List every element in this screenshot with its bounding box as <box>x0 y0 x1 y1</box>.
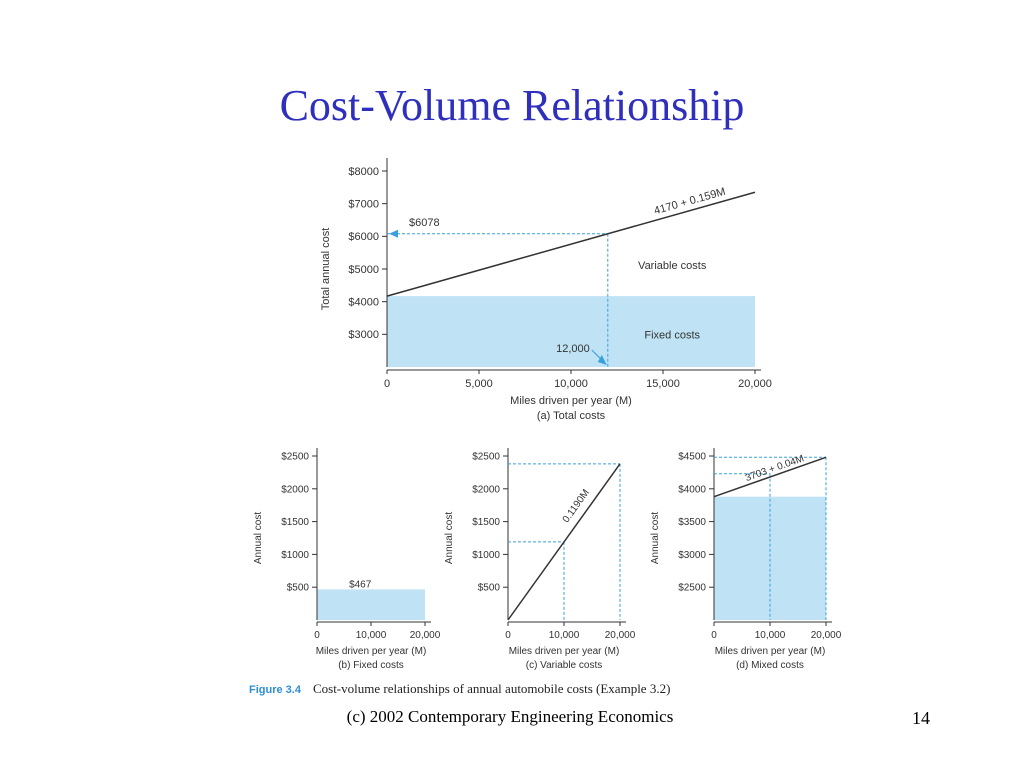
chart-d-y-tick-label: $3500 <box>678 517 706 528</box>
chart-b-y-tick-label: $1500 <box>281 517 309 528</box>
chart-c-x-axis-label: Miles driven per year (M) <box>509 646 620 657</box>
chart-b-x-tick-label: 0 <box>314 630 320 641</box>
chart-a-x-tick-label: 10,000 <box>554 378 588 390</box>
chart-d-cost-line <box>713 456 827 498</box>
chart-b-y-axis-label: Annual cost <box>253 512 264 564</box>
chart-a-line-label: 4170 + 0.159M <box>653 186 727 218</box>
chart-d-line-label: 3703 + 0.04M <box>744 453 806 484</box>
chart-d-x-tick-label: 20,000 <box>811 630 842 641</box>
chart-c-y-axis-label: Annual cost <box>444 512 455 564</box>
chart-d-x-axis-label: Miles driven per year (M) <box>715 646 826 657</box>
chart-a-y-tick-label: $5000 <box>348 264 379 276</box>
chart-a-y-axis-label: Total annual cost <box>320 228 332 311</box>
chart-d-y-axis-label: Annual cost <box>650 512 661 564</box>
chart-c-y-tick-label: $500 <box>478 583 501 594</box>
chart-a-marker-x-label: 12,000 <box>556 343 590 355</box>
chart-c-y-tick-label: $1500 <box>472 517 500 528</box>
chart-a-marker-y-label: $6078 <box>409 217 440 229</box>
chart-c-x-tick-label: 0 <box>505 630 511 641</box>
chart-c-y-tick-label: $2000 <box>472 484 500 495</box>
chart-c-cost-line <box>507 463 621 621</box>
chart-b-y-tick-label: $2500 <box>281 452 309 463</box>
chart-a-x-tick-label: 5,000 <box>465 378 493 390</box>
chart-b-x-axis-label: Miles driven per year (M) <box>316 646 427 657</box>
chart-b-y-tick-label: $1000 <box>281 550 309 561</box>
chart-c-line-label: 0.1190M <box>561 488 592 525</box>
chart-b-subtitle: (b) Fixed costs <box>338 660 404 671</box>
chart-a-fill-label: Fixed costs <box>644 329 700 341</box>
chart-a-fill-area <box>387 296 755 367</box>
chart-a-y-tick-label: $3000 <box>348 329 379 341</box>
figure-caption: Figure 3.4 Cost-volume relationships of a… <box>249 681 670 697</box>
chart-c-y-tick-label: $1000 <box>472 550 500 561</box>
figure-label: Figure 3.4 <box>249 684 301 696</box>
slide-title: Cost-Volume Relationship <box>279 81 745 130</box>
chart-a-x-tick-label: 0 <box>384 378 390 390</box>
chart-a-x-tick-label: 20,000 <box>738 378 772 390</box>
chart-b-x-tick-label: 20,000 <box>410 630 441 641</box>
chart-b-fill-area <box>317 589 425 620</box>
chart-c-y-tick-label: $2500 <box>472 452 500 463</box>
chart-a-y-tick-label: $6000 <box>348 231 379 243</box>
chart-d-y-tick-label: $2500 <box>678 583 706 594</box>
chart-d-subtitle: (d) Mixed costs <box>736 660 804 671</box>
chart-a-subtitle: (a) Total costs <box>537 410 606 422</box>
chart-d-y-tick-label: $3000 <box>678 550 706 561</box>
chart-b-x-tick-label: 10,000 <box>356 630 387 641</box>
chart-a-region-label: Variable costs <box>638 260 707 272</box>
chart-d-x-tick-label: 10,000 <box>755 630 786 641</box>
chart-a-marker-arrow-y <box>389 229 398 238</box>
chart-d-y-tick-label: $4000 <box>678 484 706 495</box>
chart-d-y-tick-label: $4500 <box>678 452 706 463</box>
chart-a-y-tick-label: $4000 <box>348 297 379 309</box>
chart-d-x-tick-label: 0 <box>711 630 717 641</box>
chart-a-y-tick-label: $7000 <box>348 199 379 211</box>
chart-b-y-tick-label: $500 <box>287 583 310 594</box>
chart-a-marker-arrow-x-head <box>597 355 607 365</box>
chart-c-subtitle: (c) Variable costs <box>526 660 603 671</box>
chart-a-x-tick-label: 15,000 <box>646 378 680 390</box>
chart-b-fill-value-label: $467 <box>349 579 372 590</box>
figure-caption-text: Cost-volume relationships of annual auto… <box>312 681 671 696</box>
chart-c-x-tick-label: 20,000 <box>605 630 636 641</box>
chart-c-x-tick-label: 10,000 <box>549 630 580 641</box>
page-number: 14 <box>912 708 930 728</box>
footer-copyright: (c) 2002 Contemporary Engineering Econom… <box>346 707 674 726</box>
chart-b-y-tick-label: $2000 <box>281 484 309 495</box>
chart-a-x-axis-label: Miles driven per year (M) <box>510 395 632 407</box>
chart-a-y-tick-label: $8000 <box>348 166 379 178</box>
chart-a-cost-line <box>386 191 756 297</box>
